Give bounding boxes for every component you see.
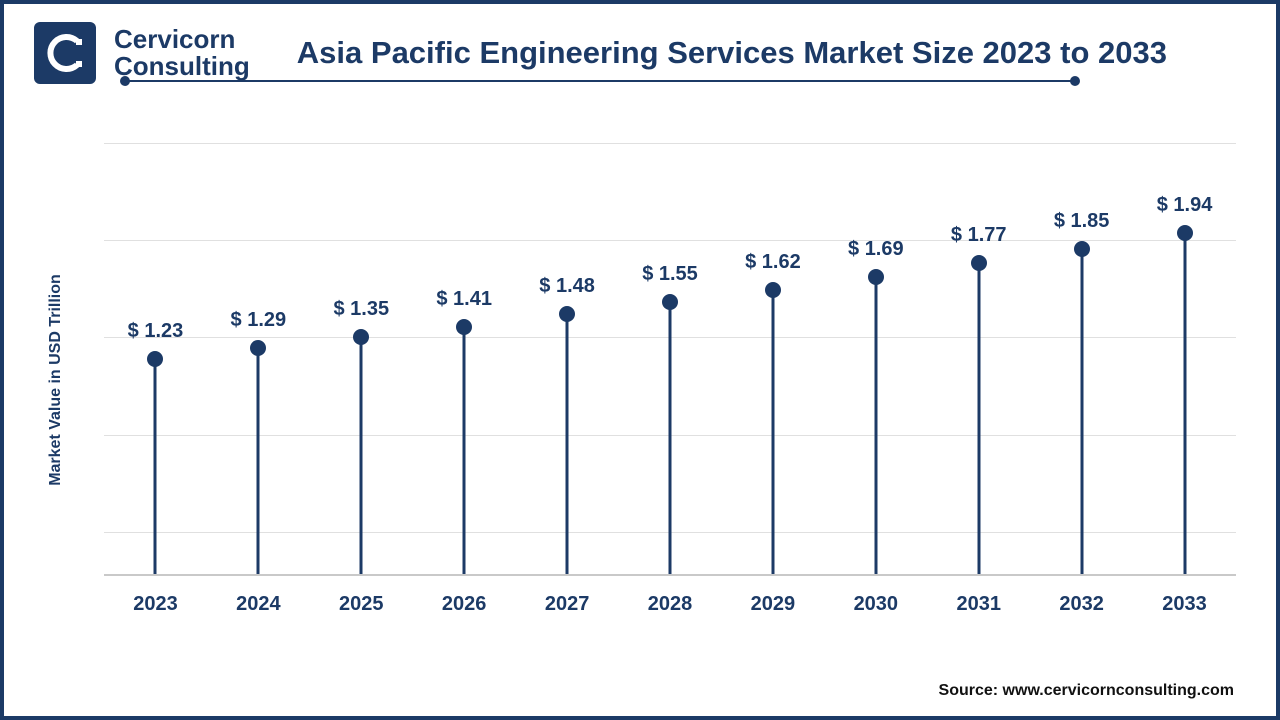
value-label: $ 1.23 [128,320,184,343]
lollipop: $ 1.77 [949,134,1009,576]
lollipop-stem [771,290,774,576]
value-label: $ 1.69 [848,238,904,261]
lollipop: $ 1.35 [331,134,391,576]
x-category-label: 2027 [545,593,590,616]
lollipop: $ 1.41 [434,134,494,576]
x-category-label: 2028 [648,593,693,616]
lollipop: $ 1.55 [640,134,700,576]
brand-name-bottom: Consulting [114,53,250,80]
lollipop-dot [971,255,987,271]
chart-frame: Cervicorn Consulting Asia Pacific Engine… [0,0,1280,720]
logo-c-icon [43,31,87,75]
lollipop: $ 1.62 [743,134,803,576]
lollipop-stem [566,314,569,576]
source-text: Source: www.cervicornconsulting.com [939,682,1234,700]
lollipop-dot [1177,225,1193,241]
x-category-label: 2029 [751,593,796,616]
lollipop: $ 1.94 [1155,134,1215,576]
value-label: $ 1.35 [333,298,389,321]
lollipop-stem [1183,233,1186,576]
lollipop-dot [868,269,884,285]
x-axis-line [104,574,1236,576]
brand-text: Cervicorn Consulting [114,26,250,81]
header: Cervicorn Consulting Asia Pacific Engine… [4,4,1276,84]
lollipop-stem [360,337,363,576]
value-label: $ 1.94 [1157,194,1213,217]
lollipop-stem [154,359,157,576]
lollipop-stem [977,263,980,576]
lollipop-dot [250,340,266,356]
x-category-label: 2024 [236,593,281,616]
plot-region: $ 1.23 $ 1.29 $ 1.35 $ 1.41 $ 1.48 $ 1.55 $ 1.… [104,134,1236,576]
lollipop-dot [456,319,472,335]
value-label: $ 1.62 [745,251,801,274]
value-label: $ 1.77 [951,224,1007,247]
x-category-label: 2033 [1162,593,1207,616]
lollipop-dot [1074,241,1090,257]
x-category-label: 2031 [956,593,1001,616]
value-label: $ 1.85 [1054,210,1110,233]
lollipop-dot [765,282,781,298]
lollipop-dot [559,306,575,322]
brand-name-top: Cervicorn [114,26,250,53]
lollipop-stem [463,327,466,576]
x-category-label: 2030 [854,593,899,616]
lollipop-dot [353,329,369,345]
y-axis-label: Market Value in USD Trillion [47,274,65,486]
lollipop-stem [669,302,672,576]
lollipop-dot [662,294,678,310]
lollipop: $ 1.48 [537,134,597,576]
value-label: $ 1.41 [436,288,492,311]
value-label: $ 1.55 [642,263,698,286]
value-label: $ 1.48 [539,275,595,298]
lollipop-stem [874,277,877,576]
lollipop: $ 1.85 [1052,134,1112,576]
lollipop-dot [147,351,163,367]
chart-area: Market Value in USD Trillion $ 1.23$ 1.2… [104,134,1236,626]
lollipop: $ 1.29 [228,134,288,576]
lollipop-stem [257,348,260,576]
value-label: $ 1.29 [231,309,287,332]
x-category-label: 2032 [1059,593,1104,616]
x-category-label: 2026 [442,593,487,616]
lollipop: $ 1.23 [125,134,185,576]
title-underline [124,80,1076,82]
lollipop: $ 1.69 [846,134,906,576]
x-category-label: 2025 [339,593,384,616]
brand-logo [34,22,96,84]
lollipop-stem [1080,249,1083,576]
chart-title: Asia Pacific Engineering Services Market… [268,35,1236,71]
x-category-label: 2023 [133,593,178,616]
